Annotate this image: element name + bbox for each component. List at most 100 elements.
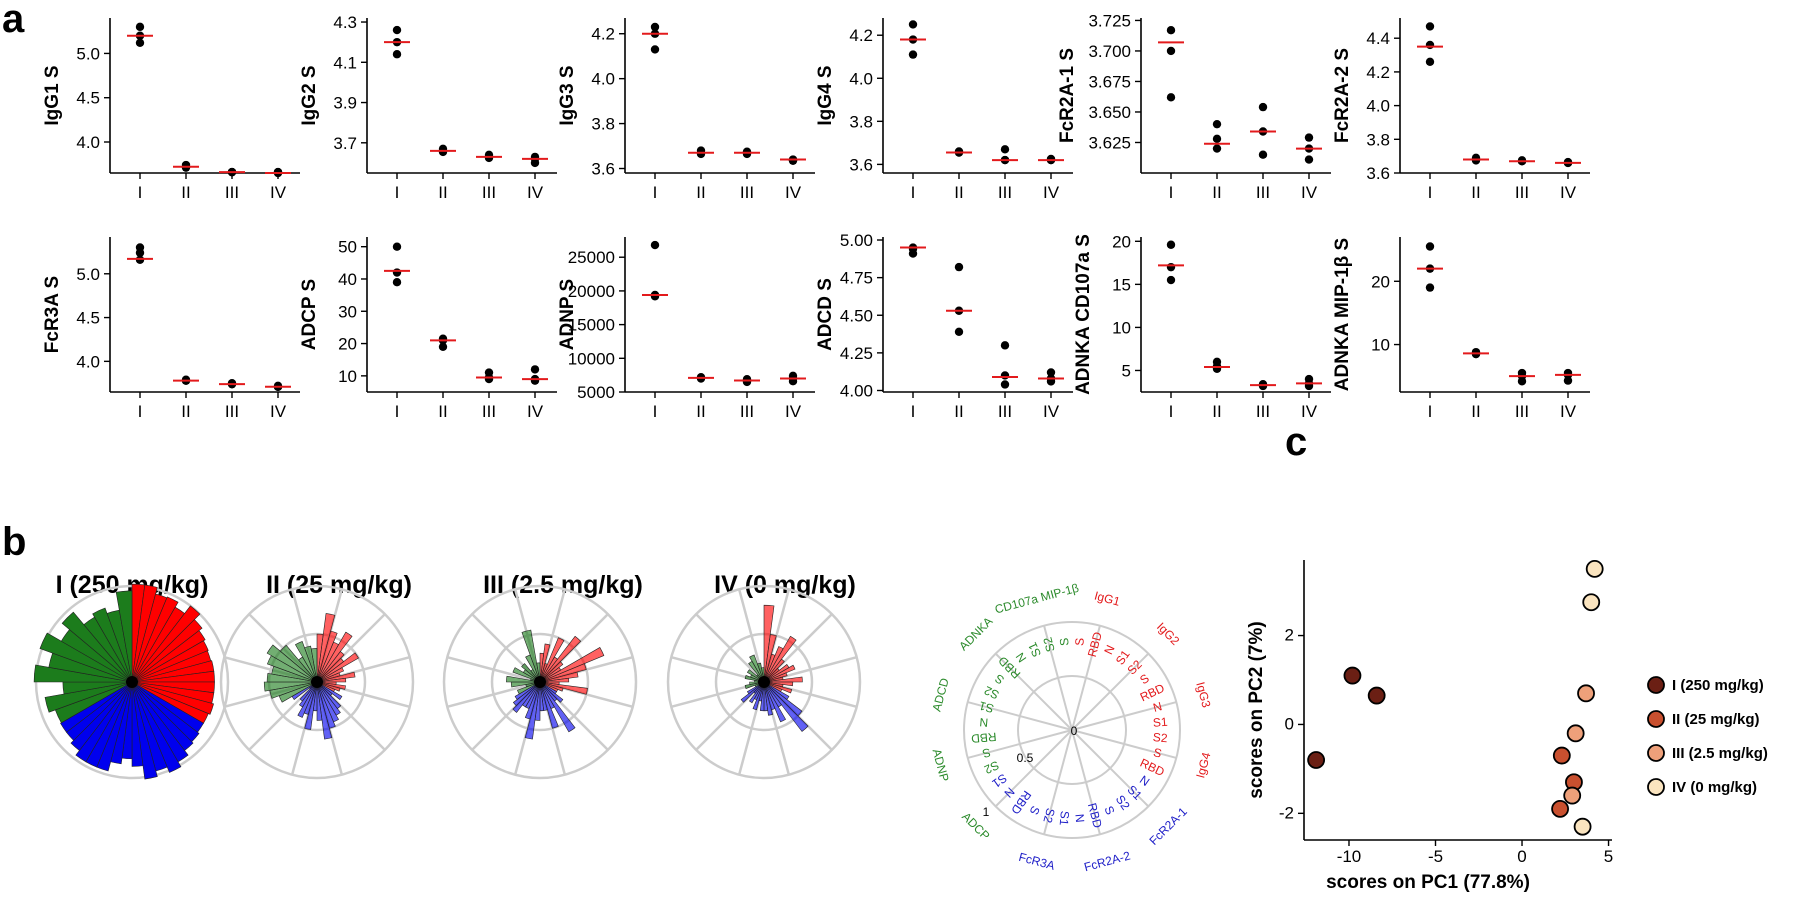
data-point: [650, 292, 660, 301]
x-tick-label: IV: [1301, 402, 1318, 421]
data-point: [1166, 262, 1176, 272]
x-tick-label: II: [954, 402, 963, 421]
key-spoke: [1071, 625, 1101, 731]
rose-bar-red: [539, 647, 605, 683]
data-point: [1000, 145, 1010, 154]
data-point: [1425, 22, 1435, 31]
rose-bar-green: [279, 644, 318, 683]
pca-point: [1367, 686, 1386, 705]
data-point: [742, 377, 752, 387]
legend-label: I (250 mg/kg): [1672, 677, 1764, 694]
x-tick-label: I: [653, 183, 658, 202]
data-point: [1258, 102, 1268, 112]
data-point: [392, 242, 402, 251]
rose-bar-red: [763, 658, 785, 683]
pca-x-tick-label: 5: [1604, 847, 1613, 866]
data-point: [1212, 364, 1222, 373]
data-point: [1425, 40, 1435, 50]
rose-mid-ring: [490, 632, 590, 732]
y-tick-label: 40: [338, 270, 357, 289]
rose-bar-red: [763, 672, 788, 683]
y-tick-label: 10: [338, 367, 357, 386]
y-tick-label: 4.3: [333, 13, 357, 32]
data-point: [1425, 283, 1435, 292]
key-sector-label: IgG4: [1193, 751, 1213, 780]
pca-point: [1582, 593, 1601, 612]
data-point: [650, 240, 660, 250]
pca-point: [1563, 786, 1582, 805]
y-tick-label: 3.725: [1088, 11, 1131, 30]
x-tick-label: III: [1515, 402, 1529, 421]
legend-marker: [1647, 778, 1665, 796]
rose-outer-ring: [666, 584, 862, 780]
x-tick-label: III: [998, 183, 1012, 202]
rose-bar-red: [316, 652, 359, 683]
pca-point: [1585, 559, 1604, 578]
y-tick-label: 3.8: [849, 112, 873, 131]
x-tick-label: IV: [527, 183, 544, 202]
key-antigen-label: N: [979, 715, 989, 730]
legend-marker: [1647, 676, 1665, 694]
key-sector-label: ADNP: [930, 747, 952, 783]
rose-bar-green: [304, 645, 318, 683]
key-antigen-label: RBD: [1085, 801, 1105, 829]
x-tick-label: II: [1471, 183, 1480, 202]
x-tick-label: III: [998, 402, 1012, 421]
rose-spoke: [446, 655, 541, 684]
y-tick-label: 15000: [568, 316, 615, 335]
key-sector-label: IgG3: [1193, 680, 1213, 709]
rose-bar-red: [539, 661, 564, 683]
data-point: [1166, 240, 1176, 249]
y-tick-label: 3.8: [1366, 130, 1390, 149]
x-tick-label: II: [438, 183, 447, 202]
rose-bar-blue: [131, 681, 144, 767]
key-ring-label: 0: [1071, 724, 1078, 738]
y-tick-label: 3.8: [591, 115, 615, 134]
y-tick-label: 5.0: [76, 44, 100, 63]
pca-point: [1343, 666, 1362, 685]
rose-bar-blue: [299, 681, 318, 708]
y-tick-label: 4.4: [1366, 29, 1390, 48]
pca-x-tick-label: 0: [1517, 847, 1526, 866]
y-tick-label: 4.75: [840, 269, 873, 288]
data-point: [530, 158, 540, 168]
key-antigen-label: S2: [982, 683, 1002, 702]
data-point: [1166, 275, 1176, 285]
y-tick-label: 3.700: [1088, 42, 1131, 61]
rose-bar-blue: [763, 681, 774, 716]
key-antigen-label: N: [1013, 650, 1029, 665]
key-spoke: [967, 701, 1073, 731]
legend-marker: [1647, 744, 1665, 762]
rose-bar-red: [539, 677, 570, 683]
rose-bar-blue: [763, 681, 787, 723]
y-tick-label: 4.0: [849, 69, 873, 88]
x-tick-label: III: [482, 183, 496, 202]
y-tick-label: 4.2: [849, 26, 873, 45]
rose-bar-green: [115, 590, 133, 683]
x-tick-label: III: [740, 183, 754, 202]
rose-bar-blue: [763, 681, 809, 732]
y-tick-label: 20000: [568, 282, 615, 301]
key-spoke: [967, 729, 1073, 759]
rose-bar-red: [131, 630, 206, 683]
rose-bar-green: [263, 681, 318, 692]
legend-label: II (25 mg/kg): [1672, 711, 1760, 728]
key-sector-label: FcR2A-2: [1083, 848, 1133, 874]
data-point: [954, 262, 964, 272]
rose-bar-green: [521, 629, 541, 683]
key-ring-label: 1: [983, 805, 990, 819]
pca-point: [1551, 799, 1569, 818]
rose-center: [758, 676, 770, 688]
panel-b-rose-charts: I (250 mg/kg) II (25 mg/kg) III (2.5 mg/kg…: [33, 571, 1214, 874]
rose-bar-green: [294, 641, 318, 683]
pca-x-axis-label: scores on PC1 (77.8%): [1326, 872, 1530, 893]
key-sector-label: CD107a MIP-1β: [993, 581, 1080, 617]
data-point: [1212, 134, 1222, 144]
data-point: [908, 50, 918, 59]
panel-c-pca-scatter: -10 -5 0 5 -2 0 2 scores on PC1 (77.8%) scores o…: [1246, 559, 1768, 893]
